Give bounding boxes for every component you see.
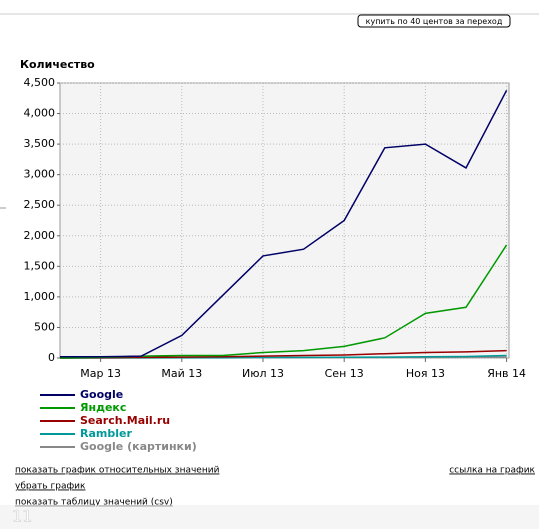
legend-label: Google (картинки) — [80, 440, 197, 453]
legend-label: Search.Mail.ru — [80, 414, 170, 427]
y-tick-label: 4,000 — [24, 107, 56, 120]
link[interactable]: показать график относительных значений — [15, 466, 220, 476]
buy-button[interactable] — [357, 14, 511, 28]
page-number: 11 — [12, 507, 32, 526]
y-tick-label: 2,000 — [24, 229, 56, 242]
footer-fade — [0, 505, 539, 529]
x-tick-label: Мар 13 — [80, 367, 121, 380]
link[interactable]: убрать график — [15, 482, 86, 492]
legend-label: Google — [80, 388, 123, 401]
x-tick-label: Ноя 13 — [406, 367, 445, 380]
x-tick-label: Июл 13 — [242, 367, 284, 380]
y-tick-label: 3,000 — [24, 168, 56, 181]
y-tick-label: 1,500 — [24, 259, 56, 272]
x-tick-label: Янв 14 — [487, 367, 526, 380]
link[interactable]: показать таблицу значений (csv) — [15, 498, 173, 508]
y-axis-label: Количество — [20, 58, 95, 71]
y-tick-label: 0 — [48, 351, 55, 364]
legend-label: Яндекс — [80, 401, 126, 414]
y-tick-label: 1,000 — [24, 290, 56, 303]
y-tick-label: 3,500 — [24, 137, 56, 150]
series-line — [59, 349, 507, 359]
plot-area — [59, 82, 510, 359]
series-line — [60, 89, 508, 358]
buy-button-label[interactable]: купить по 40 центов за переход — [366, 17, 503, 26]
y-tick-label: 4,500 — [24, 76, 56, 89]
x-tick-label: Сен 13 — [325, 367, 364, 380]
plot: 0 500 1,000 1,500 2,000 2,500 3,000 3,500 4,000 4… — [24, 76, 527, 380]
legend-label: Rambler — [80, 427, 132, 440]
link[interactable]: ссылка на график — [449, 466, 535, 476]
x-tick-label: Май 13 — [161, 367, 202, 380]
y-tick-label: 500 — [34, 320, 55, 333]
y-tick-label: 2,500 — [24, 198, 56, 211]
